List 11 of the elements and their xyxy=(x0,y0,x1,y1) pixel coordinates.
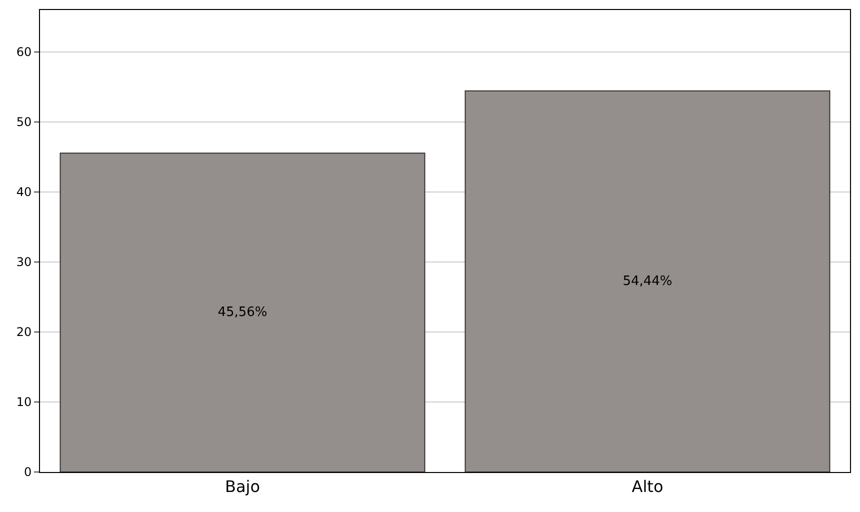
x-tick-label: Alto xyxy=(632,477,664,496)
y-tick-label: 50 xyxy=(16,115,32,130)
x-tick-label: Bajo xyxy=(224,477,260,496)
data-label: 54,44% xyxy=(622,274,672,289)
data-label: 45,56% xyxy=(218,305,268,320)
y-tick-label: 0 xyxy=(24,465,32,480)
y-tick-label: 60 xyxy=(16,45,32,60)
y-tick-label: 30 xyxy=(16,255,32,270)
y-tick-label: 10 xyxy=(16,395,32,410)
y-tick-label: 20 xyxy=(16,325,32,340)
y-tick-label: 40 xyxy=(16,185,32,200)
